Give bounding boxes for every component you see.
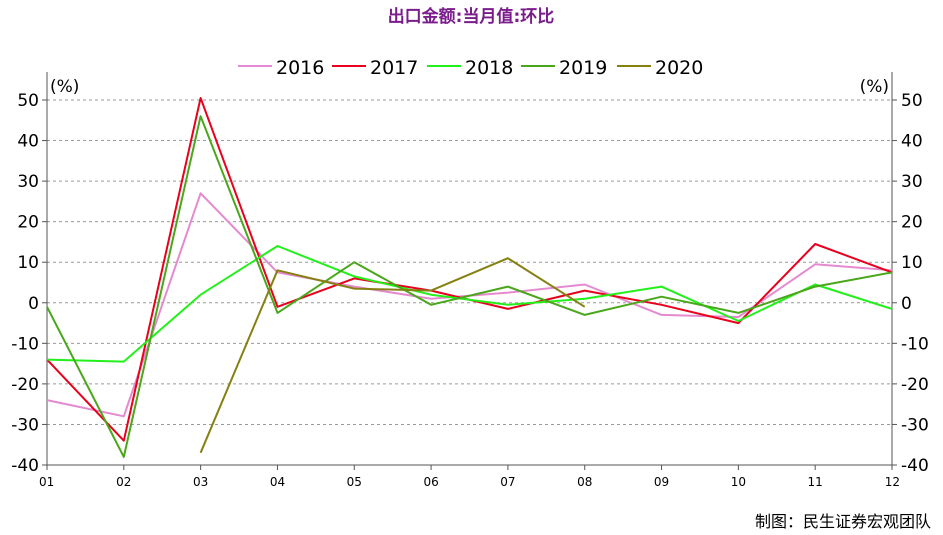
legend-label-2016: 2016: [276, 57, 324, 79]
y-unit-left: (%): [50, 77, 79, 97]
series-line-2020: [199, 257, 586, 454]
tick-label-x: 06: [423, 475, 438, 489]
tick-label-x: 09: [654, 475, 669, 489]
tick-label-x: 04: [270, 475, 285, 489]
tick-label-x: 02: [116, 475, 131, 489]
credit-text: 制图：民生证券宏观团队: [755, 512, 931, 531]
tick-label-y-right: 10: [901, 253, 923, 273]
tick-label-x: 10: [731, 475, 746, 489]
grid: [47, 99, 892, 466]
tick-label-y-left: 40: [17, 132, 39, 152]
tick-label-y-left: 10: [17, 253, 39, 273]
tick-label-y-right: -20: [901, 375, 929, 395]
series-lines: [46, 97, 893, 458]
tick-label-x: 12: [885, 475, 900, 489]
tick-label-x: 05: [347, 475, 362, 489]
legend-label-2018: 2018: [465, 57, 513, 79]
tick-label-y-right: -40: [901, 456, 929, 476]
tick-label-y-right: 40: [901, 132, 923, 152]
axes: 50 50 40 40 30 30 20 20 10 10 0 0 -10 -10 -20 -20 -30 -30…: [11, 72, 929, 489]
tick-label-y-left: -20: [11, 375, 39, 395]
y-unit-right: (%): [860, 77, 889, 97]
chart-title: 出口金额:当月值:环比: [388, 6, 555, 27]
legend-label-2020: 2020: [655, 57, 703, 79]
tick-label-y-left: 0: [28, 294, 39, 314]
tick-label-x: 01: [39, 475, 54, 489]
tick-label-y-right: 50: [901, 91, 923, 111]
tick-label-y-right: -30: [901, 415, 929, 435]
tick-label-y-right: 30: [901, 172, 923, 192]
tick-label-y-right: -10: [901, 334, 929, 354]
legend-label-2017: 2017: [370, 57, 418, 79]
tick-label-y-left: 50: [17, 91, 39, 111]
tick-label-y-left: -10: [11, 334, 39, 354]
tick-label-x: 08: [577, 475, 592, 489]
tick-label-y-right: 0: [901, 294, 912, 314]
series-line-2016: [46, 192, 893, 418]
tick-label-x: 07: [500, 475, 515, 489]
tick-label-y-left: -30: [11, 415, 39, 435]
tick-label-y-left: 20: [17, 213, 39, 233]
series-line-2019: [46, 115, 893, 458]
tick-label-y-left: 30: [17, 172, 39, 192]
tick-label-y-left: -40: [11, 456, 39, 476]
tick-label-y-right: 20: [901, 213, 923, 233]
tick-label-x: 03: [193, 475, 208, 489]
legend: 2016 2017 2018 2019 2020: [238, 57, 703, 79]
series-line-2018: [46, 245, 893, 363]
tick-label-x: 11: [808, 475, 823, 489]
legend-label-2019: 2019: [559, 57, 607, 79]
